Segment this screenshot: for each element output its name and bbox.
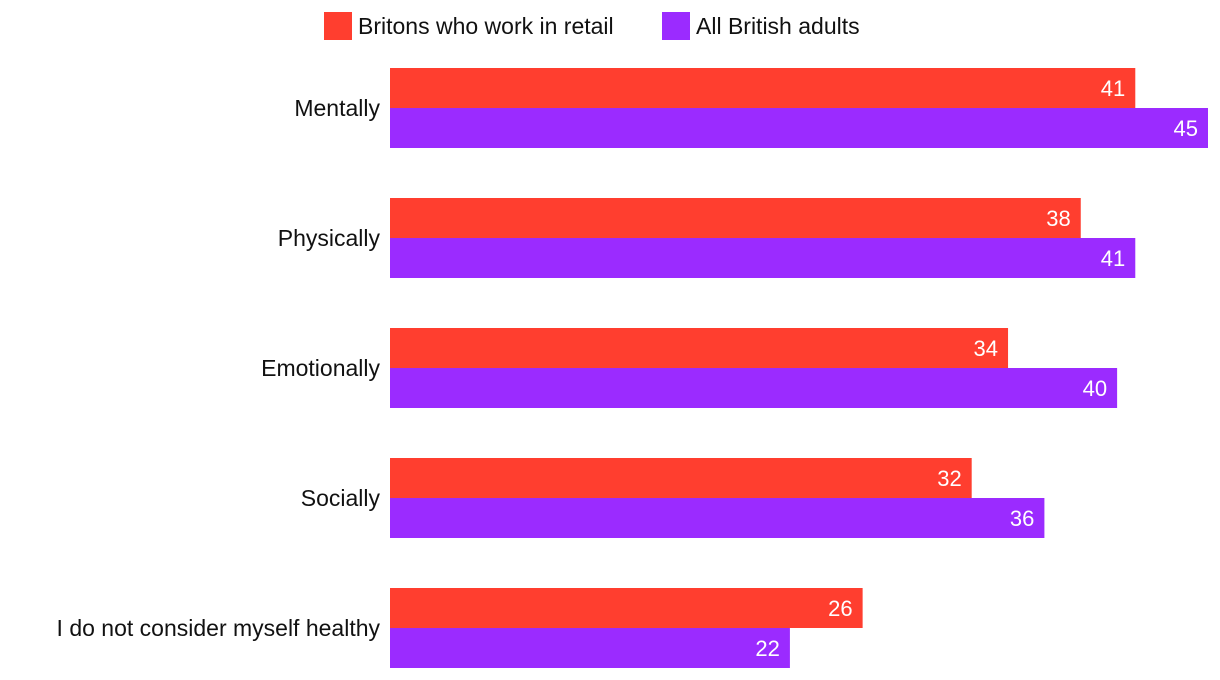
category-label-i-do-not-consider-myself-healthy: I do not consider myself healthy [57,615,381,641]
bar-physically-britons-who-work-in-retail [390,198,1081,238]
bar-mentally-all-british-adults [390,108,1208,148]
value-label-physically-britons-who-work-in-retail: 38 [1046,206,1070,231]
bar-i-do-not-consider-myself-healthy-all-british-adults [390,628,790,668]
value-label-socially-all-british-adults: 36 [1010,506,1034,531]
bar-physically-all-british-adults [390,238,1136,278]
value-label-i-do-not-consider-myself-healthy-britons-who-work-in-retail: 26 [828,596,852,621]
category-label-physically: Physically [278,225,381,251]
legend-swatch-britons-who-work-in-retail [324,12,352,40]
value-label-emotionally-britons-who-work-in-retail: 34 [974,336,998,361]
value-label-physically-all-british-adults: 41 [1101,246,1125,271]
bar-i-do-not-consider-myself-healthy-britons-who-work-in-retail [390,588,863,628]
legend: Britons who work in retail All British ad… [324,12,860,40]
value-label-i-do-not-consider-myself-healthy-all-british-adults: 22 [755,636,779,661]
category-labels: Mentally Physically Emotionally Socially I d… [57,95,381,641]
bar-emotionally-britons-who-work-in-retail [390,328,1009,368]
legend-swatch-all-british-adults [662,12,690,40]
bar-emotionally-all-british-adults [390,368,1118,408]
value-label-socially-britons-who-work-in-retail: 32 [937,466,961,491]
category-label-socially: Socially [301,485,381,511]
legend-label-all-british-adults: All British adults [696,13,860,39]
value-label-mentally-all-british-adults: 45 [1174,116,1198,141]
category-label-mentally: Mentally [294,95,380,121]
value-label-mentally-britons-who-work-in-retail: 41 [1101,76,1125,101]
bar-socially-all-british-adults [390,498,1045,538]
value-label-emotionally-all-british-adults: 40 [1083,376,1107,401]
bar-socially-britons-who-work-in-retail [390,458,972,498]
bar-mentally-britons-who-work-in-retail [390,68,1136,108]
legend-label-britons-who-work-in-retail: Britons who work in retail [358,13,614,39]
category-label-emotionally: Emotionally [261,355,380,381]
bars: 41 45 38 41 34 40 32 36 26 22 [390,68,1208,668]
